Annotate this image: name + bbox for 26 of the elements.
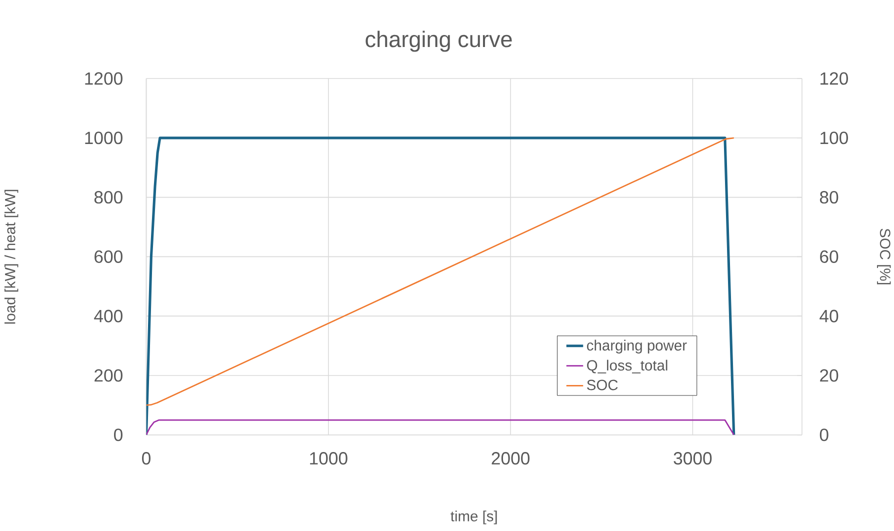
y-tick-label: 0 bbox=[114, 428, 122, 442]
y-tick-label: 200 bbox=[94, 369, 122, 382]
x-axis-title: time [s] bbox=[450, 510, 497, 524]
y-tick-label: 1000 bbox=[85, 132, 122, 144]
y2-tick-label: 20 bbox=[820, 369, 838, 382]
y2-tick-label: 0 bbox=[820, 428, 828, 442]
legend-label: Q_loss_total bbox=[587, 360, 668, 374]
x-tick-label: 2000 bbox=[492, 452, 530, 465]
legend-label: charging power bbox=[587, 340, 687, 354]
legend-label: SOC bbox=[587, 380, 618, 390]
y-axis-title: load [kW] / heat [kW] bbox=[4, 190, 18, 324]
y-tick-label: 1200 bbox=[85, 72, 122, 85]
x-tick-label: 1000 bbox=[310, 452, 348, 465]
y2-tick-label: 80 bbox=[820, 191, 838, 204]
line-series bbox=[146, 419, 735, 435]
y2-tick-label: 100 bbox=[820, 132, 848, 144]
y-tick-label: 400 bbox=[94, 310, 122, 322]
y2-tick-label: 40 bbox=[820, 310, 838, 322]
x-tick-label: 3000 bbox=[674, 452, 712, 465]
y2-tick-label: 60 bbox=[820, 250, 838, 263]
y-tick-label: 600 bbox=[94, 250, 122, 263]
x-tick-label: 0 bbox=[142, 452, 150, 465]
y2-tick-label: 120 bbox=[820, 72, 848, 85]
y2-axis-title: SOC [%] bbox=[877, 228, 891, 284]
y-tick-label: 800 bbox=[94, 191, 122, 204]
chart-title: charging curve bbox=[366, 30, 512, 52]
